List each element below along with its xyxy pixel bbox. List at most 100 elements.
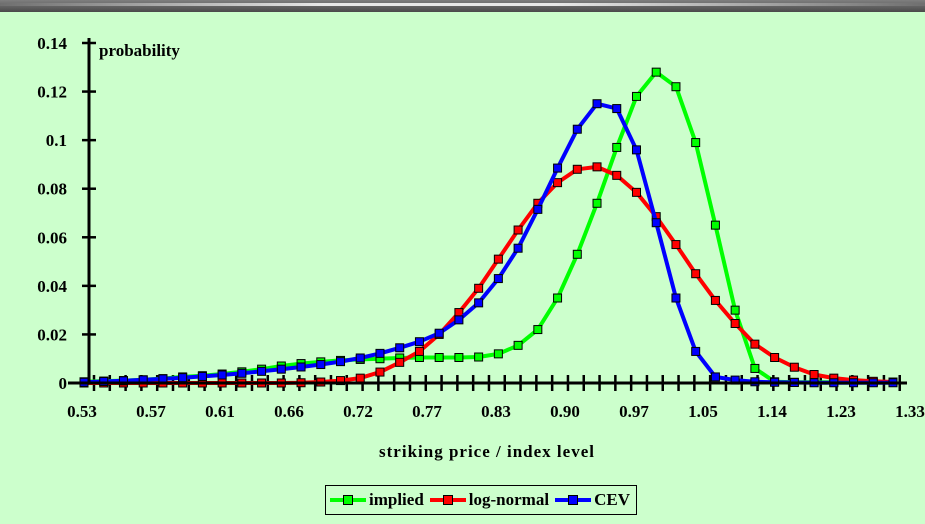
data-point-log-normal — [592, 162, 602, 172]
data-point-CEV — [414, 337, 424, 347]
header-bar-highlight — [0, 3, 925, 6]
data-point-implied — [533, 325, 543, 335]
x-tick-label: 1.23 — [826, 402, 856, 421]
x-tick-label: 0.90 — [550, 402, 580, 421]
y-tick-label: 0.12 — [37, 83, 67, 102]
x-tick-label: 0.53 — [67, 402, 97, 421]
data-point-implied — [730, 305, 740, 315]
data-point-log-normal — [691, 269, 701, 279]
y-tick-label: 0.08 — [37, 180, 67, 199]
legend-label: implied — [369, 490, 424, 509]
y-axis-ticks: 0 0.02 0.04 0.06 0.08 0.1 0.12 0.14 — [37, 34, 96, 393]
y-tick-label: 0.06 — [37, 228, 67, 247]
data-point-CEV — [454, 315, 464, 325]
x-tick-label: 1.33 — [895, 402, 925, 421]
data-point-CEV — [710, 372, 720, 382]
data-point-implied — [493, 349, 503, 359]
x-tick-label: 0.83 — [481, 402, 511, 421]
data-point-log-normal — [612, 170, 622, 180]
y-tick-label: 0.02 — [37, 325, 67, 344]
legend-swatch — [555, 493, 592, 507]
data-point-CEV — [257, 366, 267, 376]
data-point-CEV — [572, 124, 582, 134]
data-point-log-normal — [789, 362, 799, 372]
data-point-log-normal — [710, 295, 720, 305]
x-tick-label: 0.66 — [274, 402, 304, 421]
data-point-CEV — [395, 343, 405, 353]
data-point-log-normal — [336, 376, 346, 386]
series-group — [79, 67, 898, 388]
data-point-implied — [710, 220, 720, 230]
x-tick-label: 0.77 — [412, 402, 442, 421]
data-point-CEV — [276, 364, 286, 374]
header-bar — [0, 0, 925, 12]
data-point-implied — [434, 353, 444, 362]
data-point-CEV — [592, 99, 602, 109]
data-point-CEV — [691, 346, 701, 356]
data-point-log-normal — [474, 283, 484, 293]
data-point-implied — [553, 293, 563, 303]
data-point-implied — [691, 138, 701, 148]
data-point-log-normal — [631, 187, 641, 197]
data-point-implied — [474, 352, 484, 362]
legend-swatch — [429, 493, 466, 507]
legend-marker — [343, 495, 353, 505]
data-point-CEV — [375, 348, 385, 358]
series-log-normal — [79, 162, 898, 388]
series-line-CEV — [83, 101, 893, 385]
x-tick-label: 0.57 — [136, 402, 166, 421]
x-tick-label: 1.14 — [757, 402, 787, 421]
y-axis-title: probability — [99, 41, 180, 60]
legend-label: CEV — [594, 490, 630, 509]
x-axis-title: striking price / index level — [379, 442, 595, 461]
data-point-log-normal — [572, 164, 582, 174]
data-point-log-normal — [770, 353, 780, 362]
legend-item-implied: implied — [330, 490, 424, 510]
data-point-CEV — [493, 274, 503, 284]
y-tick-label: 0.04 — [37, 277, 67, 296]
legend-item-log-normal: log-normal — [429, 490, 550, 510]
data-point-CEV — [612, 104, 622, 114]
data-point-log-normal — [671, 240, 681, 250]
series-implied — [79, 67, 898, 387]
y-tick-label: 0.1 — [46, 131, 67, 150]
y-tick-label: 0.14 — [37, 34, 67, 53]
data-point-implied — [612, 142, 622, 152]
data-point-log-normal — [553, 178, 563, 188]
data-point-implied — [513, 340, 523, 350]
data-point-implied — [750, 363, 760, 373]
data-point-CEV — [553, 163, 563, 173]
series-line-log-normal — [84, 164, 894, 385]
chart-legend: implied log-normal CEV — [325, 485, 637, 515]
data-point-log-normal — [395, 357, 405, 367]
data-point-CEV — [631, 145, 641, 155]
data-point-CEV — [651, 218, 661, 228]
y-tick-label: 0 — [59, 374, 68, 393]
data-point-CEV — [533, 204, 543, 214]
data-point-CEV — [474, 298, 484, 308]
data-point-implied — [671, 82, 681, 92]
data-point-CEV — [434, 328, 444, 338]
data-point-log-normal — [513, 225, 523, 235]
data-point-CEV — [118, 376, 128, 386]
data-point-CEV — [513, 243, 523, 253]
data-point-CEV — [197, 371, 207, 381]
legend-marker — [442, 495, 453, 505]
data-point-implied — [631, 91, 641, 101]
data-point-log-normal — [355, 373, 365, 383]
data-point-CEV — [671, 293, 681, 303]
series-line-implied — [83, 70, 893, 385]
data-point-implied — [454, 353, 464, 362]
data-point-implied — [651, 67, 661, 77]
data-point-log-normal — [493, 254, 503, 264]
data-point-CEV — [296, 362, 306, 372]
data-point-CEV — [355, 353, 365, 363]
data-point-implied — [592, 198, 602, 208]
x-tick-label: 0.97 — [619, 402, 649, 421]
data-point-log-normal — [375, 367, 385, 377]
data-point-CEV — [178, 373, 188, 383]
legend-label: log-normal — [468, 490, 550, 509]
data-point-implied — [572, 249, 582, 259]
x-tick-label: 1.05 — [688, 402, 718, 421]
